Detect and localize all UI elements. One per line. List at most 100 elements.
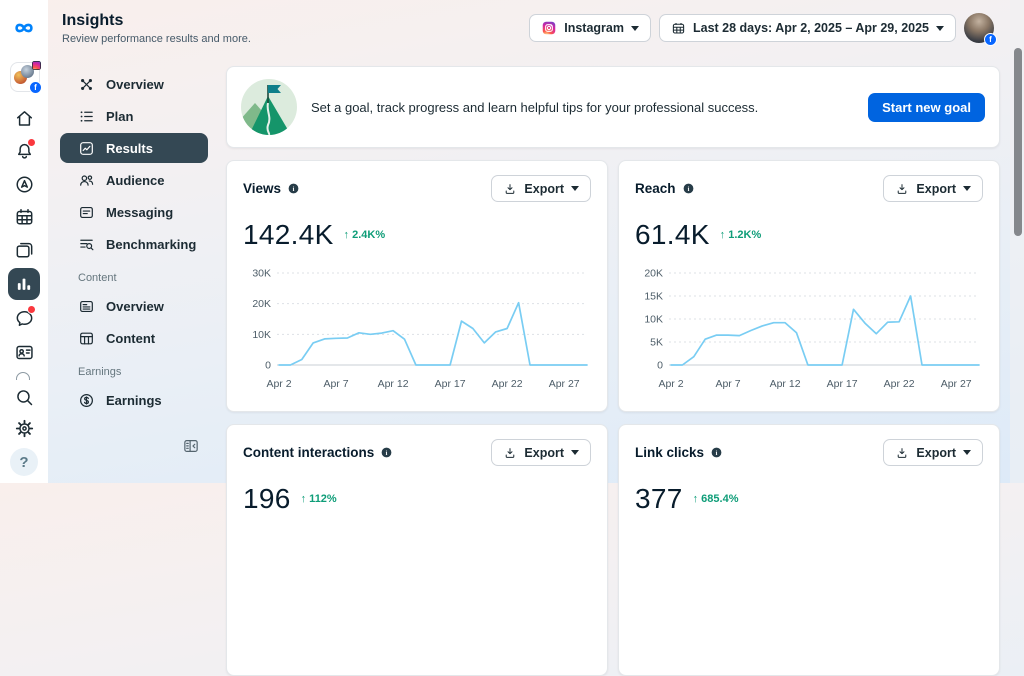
page-title: Insights — [62, 12, 251, 30]
icon-rail: f — [0, 0, 48, 483]
sidebar-item-benchmarking[interactable]: Benchmarking — [60, 228, 208, 260]
date-range-selector[interactable]: Last 28 days: Apr 2, 2025 – Apr 29, 2025 — [659, 14, 956, 42]
goal-banner-message: Set a goal, track progress and learn hel… — [311, 100, 758, 115]
home-icon[interactable] — [0, 103, 48, 133]
sidebar-section-earnings: Earnings — [78, 362, 208, 382]
sidebar-item-results[interactable]: Results — [60, 133, 208, 163]
info-icon[interactable]: i — [380, 446, 393, 459]
page-subtitle: Review performance results and more. — [62, 33, 251, 45]
messages-dot — [27, 305, 36, 314]
svg-text:0: 0 — [265, 360, 271, 372]
collapse-sidebar-button[interactable] — [180, 436, 202, 458]
chevron-down-icon — [571, 450, 579, 455]
plan-list-icon — [78, 108, 95, 125]
start-new-goal-button[interactable]: Start new goal — [868, 93, 985, 122]
sidebar-item-audience[interactable]: Audience — [60, 164, 208, 196]
scrollbar-thumb[interactable] — [1014, 48, 1022, 236]
info-icon[interactable]: i — [710, 446, 723, 459]
account-selector[interactable]: Instagram — [529, 14, 651, 42]
facebook-badge-icon: f — [984, 33, 997, 46]
metric-delta: ↑ 112% — [301, 493, 337, 505]
audience-people-icon — [78, 172, 95, 189]
svg-text:i: i — [716, 450, 718, 457]
card-title: Content interactions — [243, 445, 374, 460]
sidebar-item-content-overview[interactable]: Overview — [60, 290, 208, 322]
settings-gear-icon[interactable] — [0, 413, 48, 443]
card-title: Link clicks — [635, 445, 704, 460]
sidebar-item-label: Audience — [106, 173, 165, 188]
export-button[interactable]: Export — [883, 175, 983, 202]
content-posts-icon[interactable] — [0, 235, 48, 265]
metric-delta: ↑ 685.4% — [693, 493, 739, 505]
instagram-badge-icon — [32, 61, 41, 70]
export-button[interactable]: Export — [491, 439, 591, 466]
export-button[interactable]: Export — [883, 439, 983, 466]
meta-logo-icon[interactable] — [6, 13, 42, 43]
svg-text:Apr 22: Apr 22 — [492, 378, 523, 390]
content-interactions-card: Content interactions i Export 196 ↑ 112% — [226, 424, 608, 676]
contacts-card-icon[interactable] — [0, 337, 48, 367]
sidebar-item-content[interactable]: Content — [60, 322, 208, 354]
svg-text:0: 0 — [657, 360, 663, 372]
sidebar-item-overview[interactable]: Overview — [60, 68, 208, 100]
svg-text:20K: 20K — [252, 298, 271, 310]
export-button[interactable]: Export — [491, 175, 591, 202]
search-icon[interactable] — [0, 382, 48, 412]
messages-chat-icon[interactable] — [0, 303, 48, 333]
calendar-icon — [671, 21, 686, 36]
date-range-label: Last 28 days: Apr 2, 2025 – Apr 29, 2025 — [693, 21, 929, 35]
svg-text:5K: 5K — [650, 337, 663, 349]
download-icon — [895, 446, 909, 460]
metric-delta: ↑ 1.2K% — [720, 229, 762, 241]
content-overview-icon — [78, 298, 95, 315]
insights-sidebar: Overview Plan Results Audience Messaging… — [48, 56, 216, 483]
svg-text:Apr 2: Apr 2 — [266, 378, 291, 390]
svg-text:Apr 17: Apr 17 — [827, 378, 858, 390]
svg-text:Apr 17: Apr 17 — [435, 378, 466, 390]
sidebar-item-plan[interactable]: Plan — [60, 100, 208, 132]
svg-text:Apr 22: Apr 22 — [884, 378, 915, 390]
sidebar-item-label: Earnings — [106, 393, 162, 408]
notifications-bell-icon[interactable] — [0, 136, 48, 166]
chevron-down-icon — [571, 186, 579, 191]
user-avatar[interactable]: f — [964, 13, 994, 43]
metric-value: 61.4K — [635, 219, 710, 251]
download-icon — [503, 446, 517, 460]
sidebar-item-earnings[interactable]: Earnings — [60, 384, 208, 416]
help-button[interactable]: ? — [10, 448, 38, 476]
sidebar-item-messaging[interactable]: Messaging — [60, 196, 208, 228]
insights-icon-active[interactable] — [8, 268, 40, 300]
svg-text:10K: 10K — [252, 329, 271, 341]
sidebar-item-label: Overview — [106, 299, 164, 314]
svg-text:20K: 20K — [644, 268, 663, 280]
instagram-icon — [541, 20, 557, 36]
goal-banner: Set a goal, track progress and learn hel… — [226, 66, 1000, 148]
svg-text:Apr 12: Apr 12 — [378, 378, 409, 390]
svg-text:Apr 12: Apr 12 — [770, 378, 801, 390]
overview-hub-icon — [78, 76, 95, 93]
business-avatar[interactable]: f — [10, 62, 40, 92]
svg-text:Apr 27: Apr 27 — [941, 378, 972, 390]
facebook-badge-icon: f — [29, 81, 42, 94]
sidebar-item-label: Results — [106, 141, 153, 156]
messaging-icon — [78, 204, 95, 221]
top-bar: Insights Review performance results and … — [48, 0, 994, 56]
svg-text:i: i — [293, 186, 295, 193]
export-label: Export — [916, 446, 956, 460]
export-label: Export — [916, 182, 956, 196]
ads-icon[interactable] — [0, 169, 48, 199]
info-icon[interactable]: i — [287, 182, 300, 195]
svg-text:30K: 30K — [252, 268, 271, 280]
svg-text:i: i — [386, 450, 388, 457]
chevron-down-icon — [963, 450, 971, 455]
download-icon — [895, 182, 909, 196]
planner-calendar-icon[interactable] — [0, 202, 48, 232]
goal-illustration — [241, 79, 297, 135]
download-icon — [503, 182, 517, 196]
info-icon[interactable]: i — [682, 182, 695, 195]
results-chart-icon — [78, 140, 95, 157]
